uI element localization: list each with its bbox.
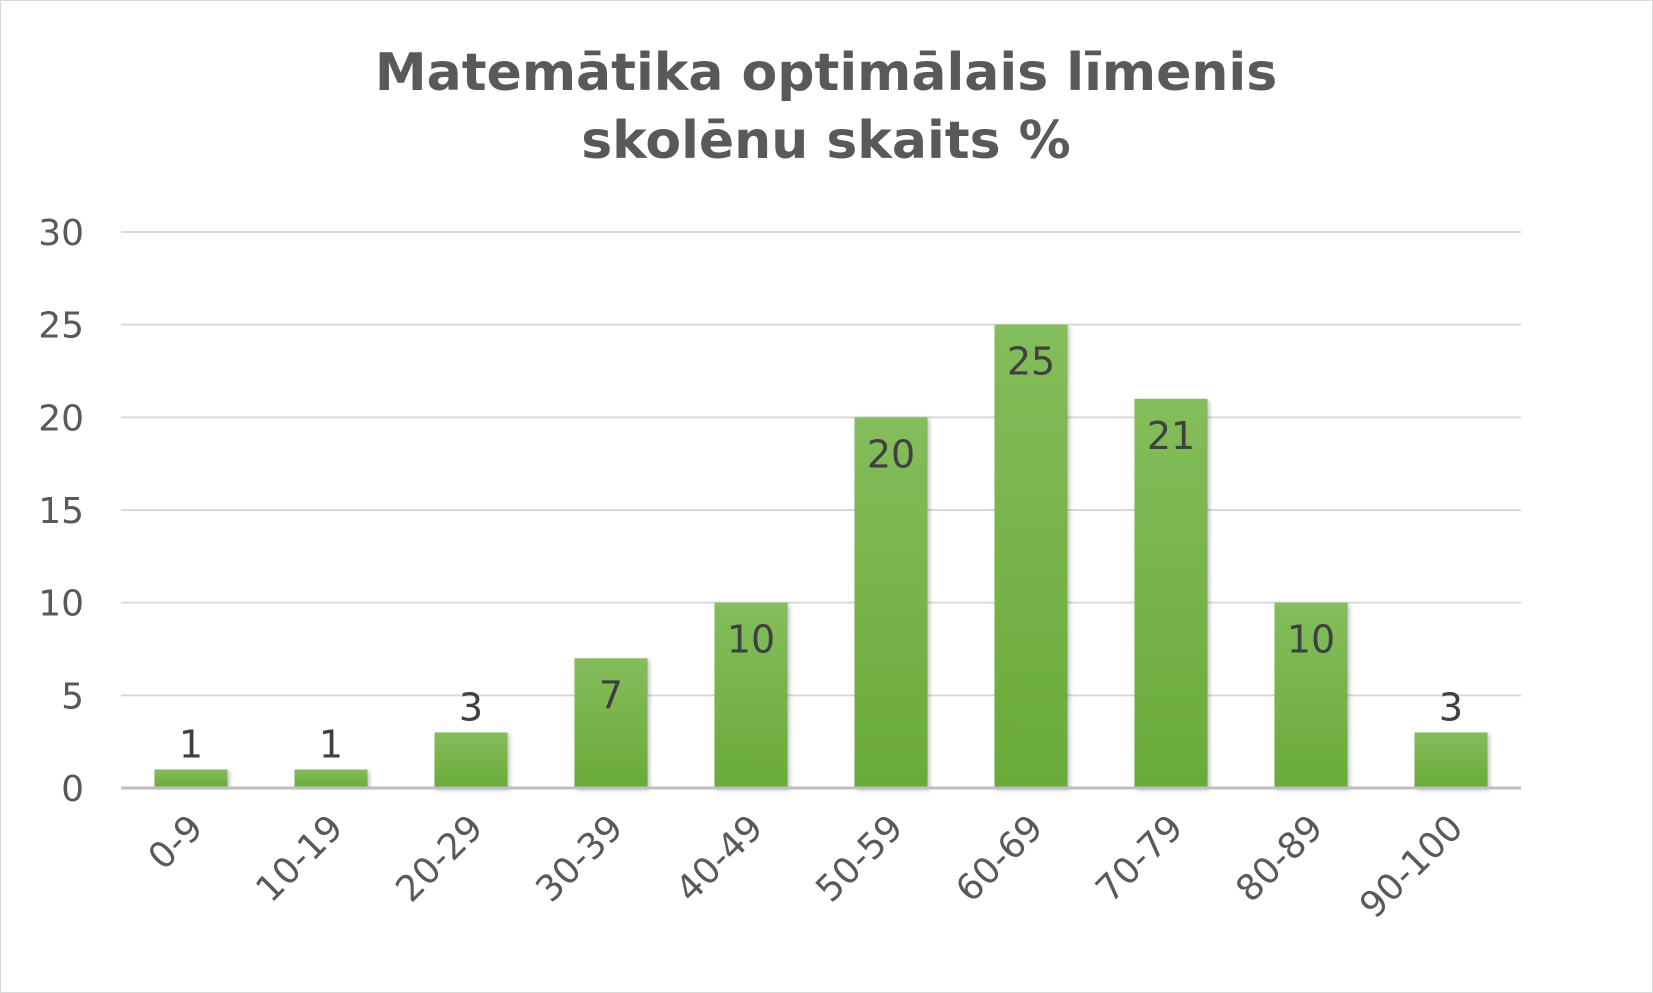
x-tick-label: 0-9 — [141, 807, 212, 878]
y-tick-label: 30 — [38, 213, 84, 254]
data-label: 1 — [179, 722, 203, 766]
bar — [1274, 602, 1348, 788]
bar — [994, 324, 1068, 788]
bar — [714, 602, 788, 788]
bar — [854, 417, 928, 788]
data-label: 21 — [1147, 414, 1195, 458]
bar — [1414, 732, 1488, 788]
x-tick-label: 70-79 — [1088, 807, 1191, 910]
y-tick-label: 0 — [61, 769, 84, 810]
data-label: 25 — [1007, 340, 1055, 384]
x-axis-ticks: 0-9 10-19 20-29 30-39 40-49 50-59 60-69 70-79 80… — [141, 807, 1472, 926]
y-axis-ticks: 0 5 10 15 20 25 30 — [38, 213, 84, 810]
x-tick-label: 60-69 — [948, 807, 1051, 910]
bar — [1134, 398, 1208, 788]
data-label: 20 — [867, 432, 915, 476]
bars — [154, 324, 1488, 788]
y-tick-label: 10 — [38, 584, 84, 625]
data-label: 10 — [727, 618, 775, 662]
y-tick-label: 15 — [38, 491, 84, 532]
x-tick-label: 20-29 — [388, 807, 491, 910]
x-tick-label: 10-19 — [248, 807, 351, 910]
data-labels: 1 1 3 7 10 20 25 21 10 3 — [179, 340, 1463, 767]
data-label: 1 — [319, 722, 343, 766]
data-label: 7 — [599, 673, 623, 717]
x-tick-label: 50-59 — [808, 807, 911, 910]
bar — [574, 658, 648, 788]
y-tick-label: 20 — [38, 398, 84, 439]
bar — [154, 769, 228, 788]
data-label: 10 — [1287, 618, 1335, 662]
y-tick-label: 5 — [61, 676, 84, 717]
bar — [434, 732, 508, 788]
x-tick-label: 30-39 — [528, 807, 631, 910]
chart-title-line-2: skolēnu skaits % — [581, 111, 1071, 171]
data-label: 3 — [1439, 685, 1463, 729]
y-tick-label: 25 — [38, 306, 84, 347]
data-label: 3 — [459, 685, 483, 729]
x-tick-label: 40-49 — [668, 807, 771, 910]
x-tick-label: 90-100 — [1352, 807, 1471, 926]
chart-title-line-1: Matemātika optimālais līmenis — [375, 43, 1277, 103]
x-tick-label: 80-89 — [1228, 807, 1331, 910]
bar — [294, 769, 368, 788]
